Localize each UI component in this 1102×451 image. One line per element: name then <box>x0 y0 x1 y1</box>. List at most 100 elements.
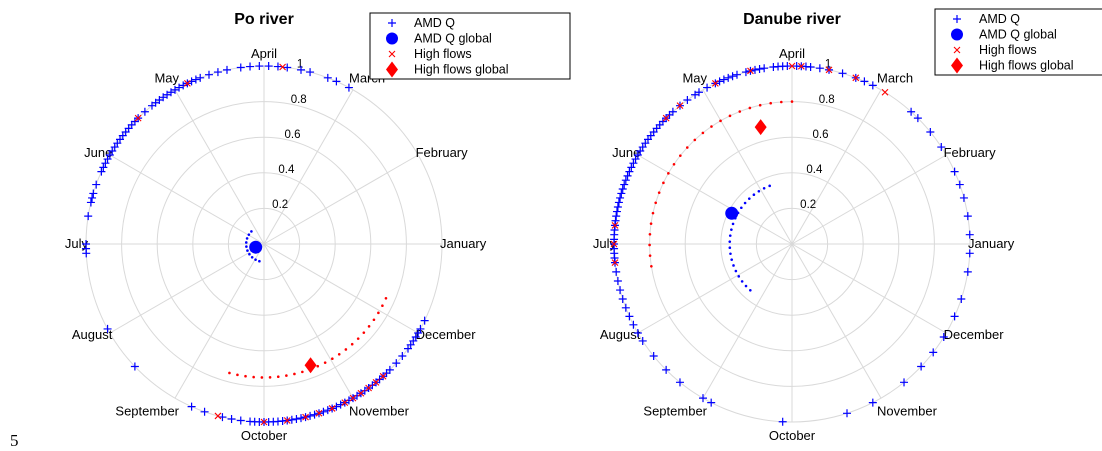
amd-q-marker <box>287 415 296 424</box>
radial-tick-label: 0.6 <box>813 129 829 141</box>
amd-q-trail-dot <box>752 193 756 197</box>
amd-q-marker <box>213 68 222 77</box>
legend-entry-label: High flows global <box>414 63 509 77</box>
amd-q-marker <box>707 398 716 407</box>
month-label: February <box>416 145 469 160</box>
amd-q-marker <box>411 333 420 342</box>
chart-danube-river: JanuaryFebruaryMarchAprilMayJuneJulyAugu… <box>593 8 1102 443</box>
amd-q-marker <box>760 64 769 73</box>
legend-entry-label: AMD Q global <box>979 28 1057 42</box>
legend-box <box>934 8 1102 76</box>
grid-spoke <box>637 154 793 245</box>
month-label: January <box>968 236 1015 251</box>
high-flows-trail-dot <box>649 222 653 225</box>
high-flows-trail-dot <box>337 352 341 356</box>
high-flows-marker <box>747 67 754 75</box>
chart-po-river: JanuaryFebruaryMarchAprilMayJuneJulyAugu… <box>65 11 571 443</box>
amd-q-trail-dot <box>749 288 752 292</box>
grid-spoke <box>702 243 793 399</box>
amd-q-marker <box>92 180 101 189</box>
amd-q-marker <box>616 193 625 202</box>
amd-q-marker <box>323 73 332 82</box>
high-flows-trail-dot <box>657 191 661 194</box>
high-flows-trail-dot <box>316 364 320 368</box>
amd-q-marker <box>868 81 877 90</box>
legend-amd-q-global-icon <box>386 32 398 45</box>
month-label: May <box>682 70 707 85</box>
amd-q-trail-dot <box>762 186 766 190</box>
high-flows-marker <box>788 62 796 70</box>
high-flows-trail-dot <box>710 125 713 128</box>
amd-q-trail-dot <box>258 259 261 263</box>
high-flows-trail-dot <box>651 211 655 215</box>
amd-q-marker <box>950 167 959 176</box>
grid-spoke <box>109 243 265 334</box>
legend-box <box>369 12 571 80</box>
legend-entry-label: High flows <box>414 47 472 61</box>
legend-entry-label: High flows global <box>979 59 1074 73</box>
amd-q-marker <box>246 62 255 71</box>
radial-tick-label: 1 <box>825 59 831 71</box>
amd-q-marker <box>732 70 741 79</box>
high-flows-trail-dot <box>662 181 665 185</box>
high-flows-trail-dot <box>268 376 272 379</box>
amd-q-marker <box>620 180 629 189</box>
amd-q-marker <box>147 101 156 110</box>
amd-q-marker <box>900 378 909 387</box>
high-flows-trail-dot <box>350 342 354 346</box>
high-flows-marker <box>825 66 833 74</box>
amd-q-trail-dot <box>737 275 741 278</box>
amd-q-marker <box>612 212 621 221</box>
month-label: May <box>154 70 179 85</box>
amd-q-trail-dot <box>728 240 732 243</box>
high-flows-marker <box>372 378 380 386</box>
amd-q-marker <box>99 163 108 172</box>
high-flows-trail-dot <box>685 146 689 149</box>
legend-entry-label: High flows <box>979 43 1037 57</box>
amd-q-marker <box>196 73 205 82</box>
high-flows-marker <box>881 88 889 96</box>
high-flows-trail-dot <box>377 311 380 315</box>
month-label: January <box>440 236 487 251</box>
grid-spoke <box>263 89 354 245</box>
high-flows-trail-dot <box>667 172 670 175</box>
amd-q-marker <box>913 114 922 123</box>
amd-q-marker <box>755 64 764 73</box>
grid-spoke <box>174 243 265 399</box>
month-label: October <box>241 428 288 443</box>
amd-q-marker <box>414 329 423 337</box>
amd-q-marker <box>236 63 245 72</box>
month-label: December <box>944 327 1005 342</box>
high-flows-trail-dot <box>648 243 651 247</box>
radial-tick-label: 0.6 <box>285 129 301 141</box>
high-flows-trail-dot <box>285 374 288 377</box>
high-flows-marker <box>662 114 670 122</box>
grid-spoke <box>263 154 419 245</box>
high-flows-marker <box>183 79 191 87</box>
amd-q-global-marker <box>725 206 739 220</box>
amd-q-marker <box>963 267 972 276</box>
grid-spoke <box>791 154 947 245</box>
radial-tick-label: 0.4 <box>806 164 823 176</box>
amd-q-trail-dot <box>730 258 734 261</box>
amd-q-trail-dot <box>731 222 735 226</box>
month-label: August <box>72 327 113 342</box>
amd-q-marker <box>344 83 353 92</box>
amd-q-marker <box>662 365 671 374</box>
high-flows-trail-dot <box>276 375 280 379</box>
high-flows-marker <box>302 413 309 421</box>
amd-q-trail-dot <box>740 280 744 283</box>
amd-q-marker <box>649 352 658 361</box>
month-label: September <box>643 404 707 419</box>
amd-q-marker <box>101 159 110 168</box>
high-flows-trail-dot <box>679 154 682 157</box>
amd-q-marker <box>631 155 640 164</box>
amd-q-marker <box>750 65 759 74</box>
high-flows-marker <box>676 102 684 110</box>
high-flows-trail-dot <box>244 374 247 378</box>
amd-q-marker <box>398 352 407 361</box>
month-label: November <box>349 404 410 419</box>
amd-q-marker <box>815 64 824 73</box>
amd-q-marker <box>306 68 315 77</box>
